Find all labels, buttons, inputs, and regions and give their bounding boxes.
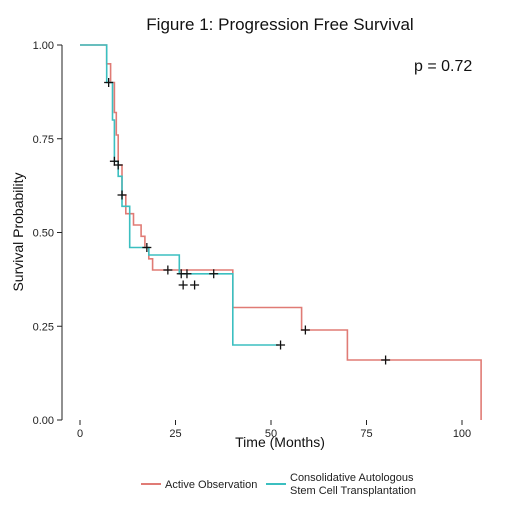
legend: Active Observation Consolidative Autologo… — [141, 472, 416, 497]
y-tick-label: 0.25 — [33, 321, 54, 333]
x-tick-label: 100 — [453, 428, 471, 440]
x-axis-label: Time (Months) — [235, 434, 325, 450]
p-value-annotation: p = 0.72 — [414, 58, 472, 75]
censor-mark — [178, 280, 188, 290]
series-line-2 — [80, 44, 279, 346]
y-tick-label: 0.50 — [33, 228, 54, 240]
x-tick-label: 0 — [77, 428, 83, 440]
censor-mark — [142, 243, 152, 252]
x-tick-label: 25 — [169, 428, 181, 440]
legend-label-transplantation: Consolidative Autologous Stem Cell Transp… — [290, 472, 416, 497]
y-tick-label: 0.75 — [33, 134, 54, 146]
censor-mark — [182, 269, 192, 279]
chart-title: Figure 1: Progression Free Survival — [146, 15, 413, 34]
censor-mark — [381, 355, 391, 365]
x-tick-label: 50 — [265, 428, 277, 440]
y-axis-label: Survival Probability — [10, 172, 26, 291]
y-tick-label: 0.00 — [33, 415, 54, 427]
censor-mark — [276, 340, 286, 350]
censor-mark — [300, 325, 310, 335]
censor-mark — [163, 265, 173, 275]
censor-mark — [209, 269, 219, 279]
y-tick-label: 1.00 — [33, 40, 54, 52]
censor-mark — [104, 78, 114, 87]
legend-label-active-observation: Active Observation — [165, 479, 257, 491]
plot-area: 0.00 0.25 0.50 0.75 1.00 0 25 50 75 100 — [33, 40, 482, 440]
censor-mark — [190, 280, 200, 290]
censor-mark — [109, 156, 119, 166]
censor-mark — [113, 160, 123, 170]
series-line-1 — [80, 44, 482, 420]
x-tick-label: 75 — [360, 428, 372, 440]
censor-mark — [117, 190, 127, 200]
